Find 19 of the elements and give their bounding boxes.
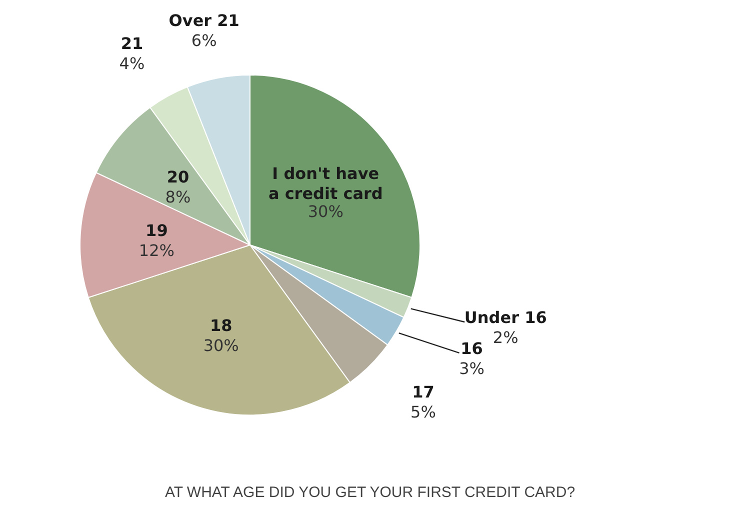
data-label: 2% — [492, 328, 518, 347]
data-label: 6% — [191, 30, 217, 50]
slice-label: I don't have a credit card — [268, 164, 383, 204]
slice-label: 16 — [460, 338, 483, 358]
text: AT WHAT AGE DID YOU GET YOUR FIRST CREDIT CARD? — [164, 484, 576, 501]
slice-label: 20 — [166, 167, 190, 186]
data-label: 30% — [308, 202, 344, 222]
slice-label: Under 16 — [464, 308, 547, 327]
data-label: 5% — [410, 402, 436, 422]
slice-label: 19 — [146, 221, 168, 240]
slice-label: 18 — [210, 316, 232, 335]
data-label: 12% — [138, 241, 174, 260]
slice-label: Over 21 — [168, 10, 240, 30]
data-label: 3% — [459, 358, 484, 378]
slice-label: 17 — [412, 382, 434, 402]
slice-label: 21 — [120, 34, 144, 54]
data-label: 30% — [203, 336, 239, 355]
data-label: 4% — [119, 54, 145, 74]
data-label: 8% — [165, 187, 191, 206]
